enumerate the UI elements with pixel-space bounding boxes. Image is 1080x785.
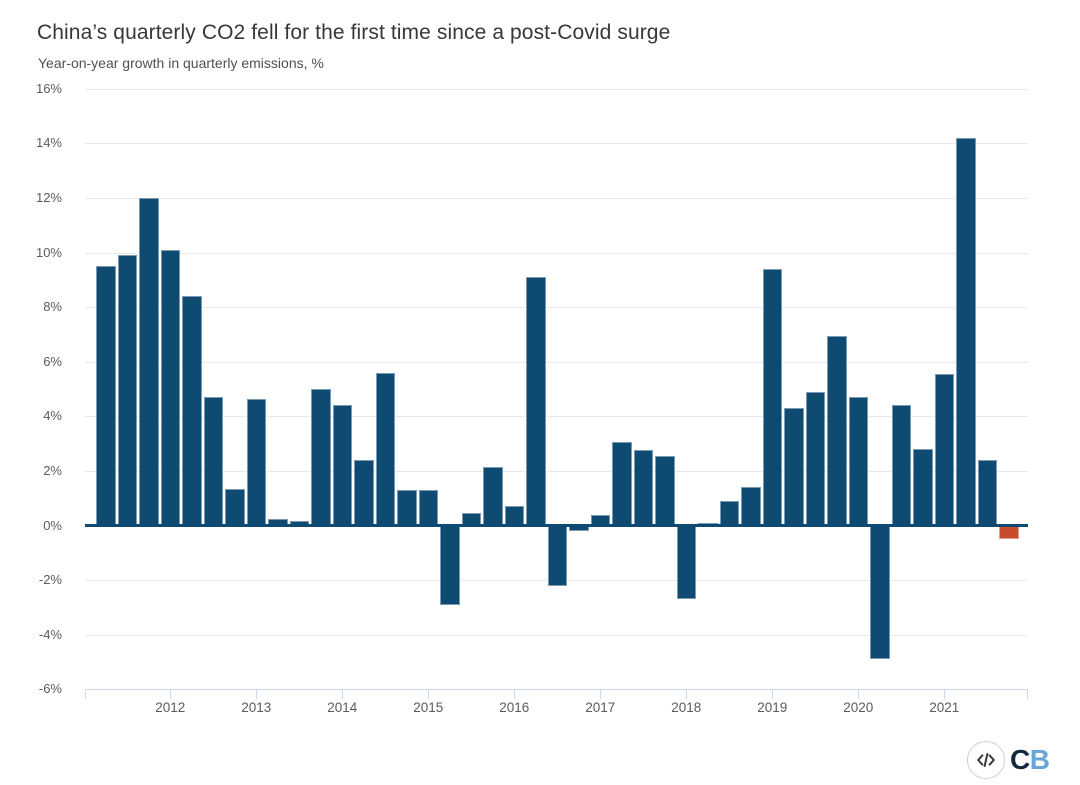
bar-2019-q3[interactable] <box>827 335 847 526</box>
bar-2020-q1[interactable] <box>870 525 890 660</box>
x-axis-label-2017: 2017 <box>585 700 616 715</box>
gridline-12 <box>85 197 1028 199</box>
bar-2011-q1[interactable] <box>96 266 116 526</box>
x-axis-label-2020: 2020 <box>843 700 874 715</box>
bar-2011-q4[interactable] <box>160 249 181 526</box>
bar-2016-q4[interactable] <box>590 514 611 526</box>
x-axis-tick-2016 <box>514 689 516 700</box>
gridline-10 <box>85 252 1028 254</box>
bar-2019-q1[interactable] <box>784 408 804 526</box>
bar-2017-q2[interactable] <box>633 450 654 526</box>
x-axis-line <box>85 689 1028 691</box>
bar-2015-q3[interactable] <box>483 466 503 526</box>
x-axis-label-2021: 2021 <box>929 700 960 715</box>
x-axis-tick-2017 <box>600 689 602 700</box>
y-axis-label-4: 4% <box>43 408 62 424</box>
zero-axis-line <box>85 524 1028 527</box>
y-axis-label-14: 14% <box>35 135 62 151</box>
gridline--4 <box>85 634 1028 636</box>
y-axis-label--2: -2% <box>38 572 62 588</box>
gridline-6 <box>85 361 1028 363</box>
bar-2015-q1[interactable] <box>440 525 460 605</box>
gridline-14 <box>85 143 1028 145</box>
y-axis-label-12: 12% <box>35 189 62 205</box>
bar-2021-q1[interactable] <box>956 137 976 526</box>
bar-2021-q3[interactable] <box>999 525 1019 540</box>
bar-2018-q3[interactable] <box>741 487 761 526</box>
bar-2019-q2[interactable] <box>805 391 826 526</box>
bar-2021-q2[interactable] <box>977 459 998 526</box>
y-axis-label-0: 0% <box>43 517 62 533</box>
y-axis-label-6: 6% <box>43 353 62 369</box>
x-axis-label-2015: 2015 <box>413 700 444 715</box>
bar-2012-q1[interactable] <box>182 296 202 526</box>
y-axis-label-16: 16% <box>35 80 62 96</box>
x-axis-tick-2021 <box>944 689 946 700</box>
bar-2017-q1[interactable] <box>612 442 632 526</box>
x-axis-tick-2015 <box>428 689 430 700</box>
bar-2017-q4[interactable] <box>676 525 697 600</box>
x-axis-label-2014: 2014 <box>327 700 358 715</box>
gridline-4 <box>85 416 1028 418</box>
x-axis-tick-2019 <box>772 689 774 700</box>
bar-2020-q4[interactable] <box>934 373 955 526</box>
x-axis-tick-2020 <box>858 689 860 700</box>
x-axis-edge-tick-right <box>1027 689 1028 700</box>
bar-2013-q1[interactable] <box>268 518 288 526</box>
bar-2012-q3[interactable] <box>225 488 245 526</box>
gridline-2 <box>85 470 1028 472</box>
logo-letter-b: B <box>1029 744 1050 775</box>
y-axis-label-10: 10% <box>35 244 62 260</box>
x-axis-tick-2014 <box>342 689 344 700</box>
y-axis-label--4: -4% <box>38 626 62 642</box>
x-axis-label-2012: 2012 <box>155 700 186 715</box>
bar-2014-q1[interactable] <box>354 459 374 526</box>
x-axis-edge-tick-left <box>85 689 86 700</box>
bar-2013-q4[interactable] <box>332 405 353 526</box>
bar-2017-q3[interactable] <box>655 455 675 526</box>
bar-2014-q3[interactable] <box>397 490 417 526</box>
x-axis-label-2018: 2018 <box>671 700 702 715</box>
x-axis-label-2013: 2013 <box>241 700 272 715</box>
bar-2012-q2[interactable] <box>203 397 224 526</box>
code-icon <box>977 753 995 767</box>
y-axis-label-8: 8% <box>43 299 62 315</box>
bar-2018-q2[interactable] <box>719 500 740 526</box>
logo-letter-c: C <box>1010 744 1030 775</box>
bar-2016-q3[interactable] <box>569 525 589 531</box>
bar-2013-q2[interactable] <box>289 521 310 526</box>
bar-2015-q2[interactable] <box>461 513 482 526</box>
gridline-16 <box>85 88 1028 90</box>
x-axis-tick-2013 <box>256 689 258 700</box>
chart-title: China’s quarterly CO2 fell for the first… <box>37 21 671 44</box>
embed-badge[interactable] <box>967 741 1005 779</box>
bar-2012-q4[interactable] <box>246 398 267 526</box>
x-axis-tick-2018 <box>686 689 688 700</box>
bar-2014-q4[interactable] <box>418 490 439 526</box>
bar-2020-q2[interactable] <box>891 405 912 526</box>
x-axis-label-2019: 2019 <box>757 700 788 715</box>
bar-2016-q2[interactable] <box>547 525 568 586</box>
x-axis-tick-2012 <box>170 689 172 700</box>
bar-2020-q3[interactable] <box>913 449 933 526</box>
bar-2013-q3[interactable] <box>311 389 331 526</box>
y-axis-label-2: 2% <box>43 462 62 478</box>
bar-2019-q4[interactable] <box>848 397 869 526</box>
bar-2011-q2[interactable] <box>117 255 138 526</box>
x-axis-label-2016: 2016 <box>499 700 530 715</box>
chart-subtitle: Year-on-year growth in quarterly emissio… <box>38 55 324 71</box>
bar-2018-q4[interactable] <box>762 268 783 526</box>
bar-2014-q2[interactable] <box>375 372 396 526</box>
y-axis-label--6: -6% <box>38 681 62 697</box>
bar-2016-q1[interactable] <box>526 277 546 526</box>
gridline-8 <box>85 307 1028 309</box>
bar-2015-q4[interactable] <box>504 506 525 526</box>
bar-2011-q3[interactable] <box>139 197 159 526</box>
carbon-brief-logo[interactable]: CB <box>1010 742 1050 778</box>
